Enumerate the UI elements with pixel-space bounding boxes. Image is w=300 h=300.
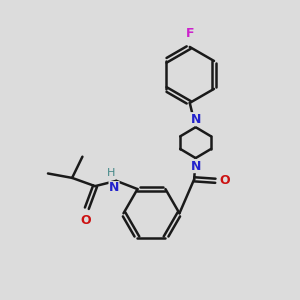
Text: O: O <box>220 174 230 187</box>
Text: H: H <box>107 169 116 178</box>
Text: N: N <box>190 113 201 126</box>
Text: N: N <box>190 160 201 172</box>
Text: N: N <box>109 182 119 194</box>
Text: F: F <box>185 28 194 40</box>
Text: O: O <box>80 214 91 226</box>
